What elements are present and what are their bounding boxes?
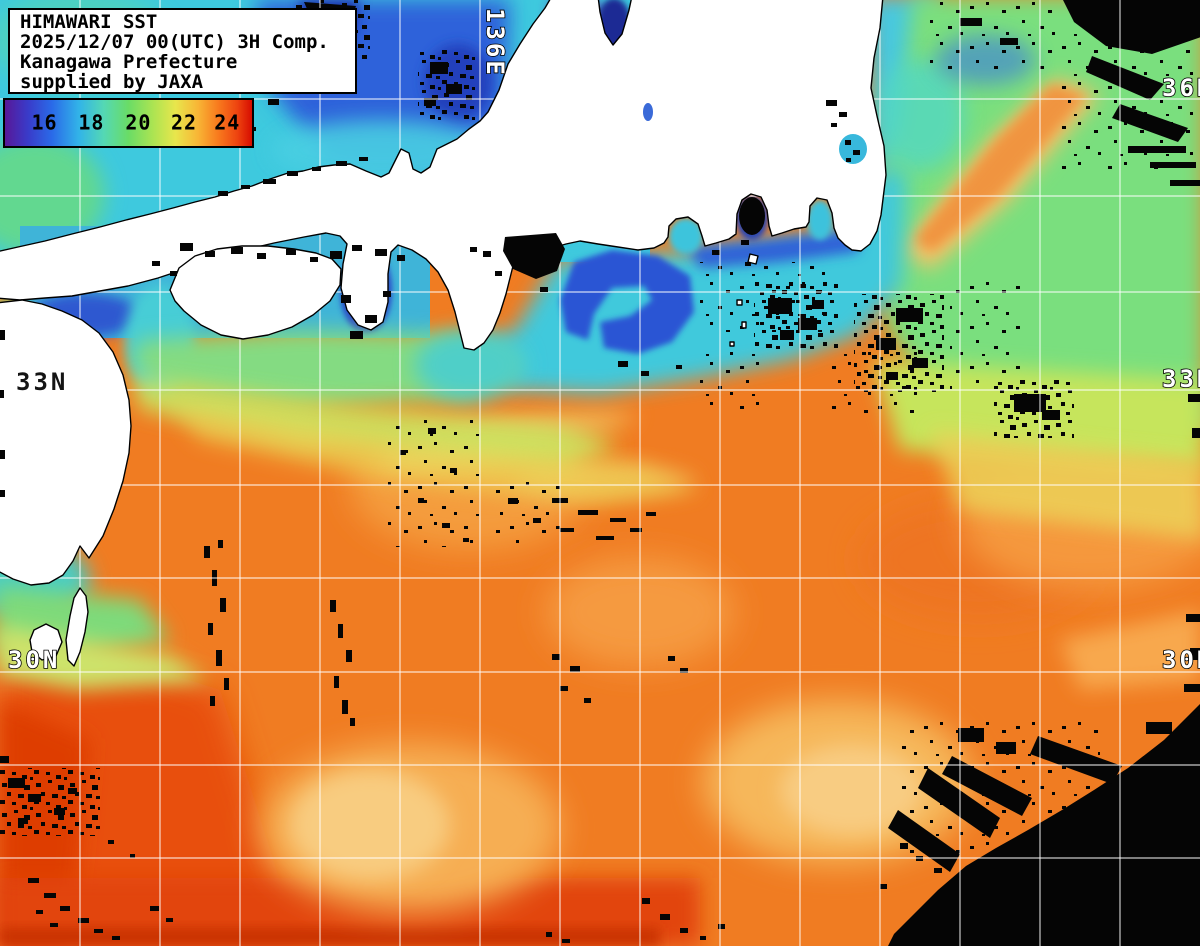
label-30n-right: 30N (1162, 646, 1200, 674)
island-izu-small-3 (729, 341, 735, 347)
island-izu-small-1 (736, 299, 743, 306)
colorbar-tick: 18 (78, 110, 105, 135)
title-box: HIMAWARI SST 2025/12/07 00(UTC) 3H Comp.… (8, 8, 357, 94)
land-shikoku (169, 245, 342, 340)
label-33n-left: 33N (16, 368, 68, 396)
graticule-labels: 136E 36N 33N 30N 30N 33N (7, 7, 1200, 675)
island-izu-small-2 (741, 321, 747, 329)
label-33n-right: 33N (1162, 365, 1200, 393)
colorbar-tick: 24 (214, 110, 241, 135)
colorbar-tick: 20 (125, 110, 152, 135)
title-line-product: HIMAWARI SST (20, 11, 158, 33)
title-line-credit: supplied by JAXA (20, 71, 204, 93)
label-36n-right: 36N (1162, 74, 1200, 102)
land-layer (0, 0, 887, 667)
label-30n-left: 30N (8, 646, 60, 674)
lake-biwa (643, 103, 653, 121)
island-yakushima (29, 623, 63, 661)
colorbar-tick: 22 (171, 110, 198, 135)
land-kyushu (0, 299, 132, 586)
title-line-region: Kanagawa Prefecture (20, 51, 238, 73)
temperature-colorbar: 16 18 20 22 24 (3, 98, 254, 148)
island-tanegashima (65, 587, 89, 667)
tokyo-bay (839, 134, 867, 164)
label-136e: 136E (481, 8, 509, 78)
island-izu-oshima (747, 253, 759, 265)
title-line-datetime: 2025/12/07 00(UTC) 3H Comp. (20, 31, 329, 53)
colorbar-tick: 16 (31, 110, 58, 135)
land-honshu (0, 0, 887, 351)
colorbar-gradient (5, 100, 252, 146)
